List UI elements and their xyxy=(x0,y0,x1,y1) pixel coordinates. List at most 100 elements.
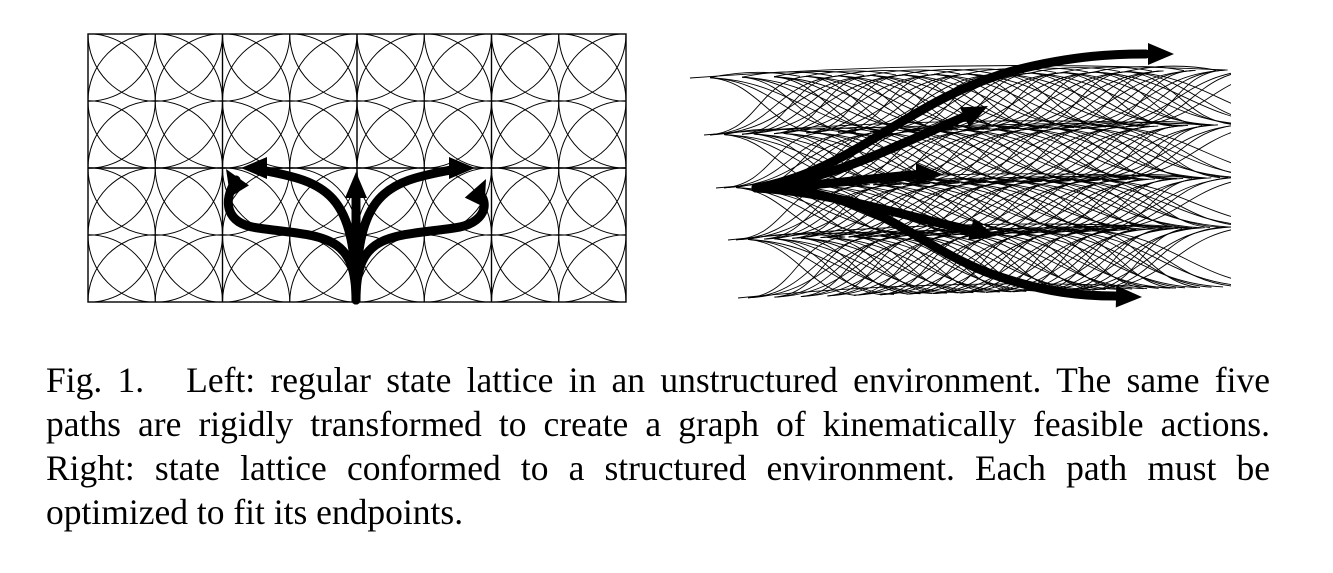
lattice-edge xyxy=(962,129,1147,180)
lattice-edge xyxy=(853,232,986,296)
lattice-edge xyxy=(932,130,1117,181)
lattice-edge xyxy=(1093,70,1192,128)
lattice-edge xyxy=(764,184,862,240)
lattice-edge xyxy=(800,235,899,298)
arrowhead xyxy=(241,157,267,179)
lattice-edge xyxy=(1073,180,1231,224)
lattice-edge xyxy=(880,233,978,296)
regular-lattice-diagram xyxy=(87,33,627,305)
arrowhead xyxy=(916,163,942,185)
lattice-edge xyxy=(774,234,906,298)
lattice-edge xyxy=(1065,227,1197,291)
lattice-arc xyxy=(558,234,626,302)
lattice-edge xyxy=(1038,225,1130,233)
arrowhead xyxy=(959,106,988,128)
lattice-edge xyxy=(753,128,844,135)
lattice-edge xyxy=(827,236,936,294)
lattice-edge xyxy=(843,131,952,184)
lattice-arc xyxy=(356,34,492,102)
lattice-edge xyxy=(959,230,1092,294)
lattice-edge xyxy=(986,229,1118,293)
lattice-edge xyxy=(1017,175,1108,183)
lattice-edge xyxy=(959,229,1126,294)
lattice-edge xyxy=(741,71,833,78)
lattice-edge xyxy=(1082,121,1173,128)
arrowhead xyxy=(968,218,996,241)
lattice-edge xyxy=(1101,179,1231,225)
lattice-edge xyxy=(747,239,857,296)
lattice-edge xyxy=(986,232,1133,290)
lattice-edge xyxy=(1111,126,1221,179)
lattice-edge xyxy=(1091,230,1231,287)
lattice-edge xyxy=(1045,180,1192,229)
lattice-edge xyxy=(962,124,1053,131)
lattice-edge xyxy=(989,181,1174,229)
lattice-edge xyxy=(1091,226,1224,291)
path-arrowheads xyxy=(226,157,486,208)
lattice-edge xyxy=(853,230,944,238)
lattice-edge xyxy=(1101,177,1231,231)
lattice-edge xyxy=(992,128,1139,180)
lattice-edge xyxy=(1125,69,1224,128)
lattice-edge xyxy=(800,232,891,239)
lattice-edge xyxy=(1091,230,1201,288)
lattice-edge xyxy=(1012,232,1121,290)
lattice-edge xyxy=(1029,70,1196,130)
lattice-edge xyxy=(880,235,989,293)
lattice-edge xyxy=(1073,177,1231,232)
lattice-edge xyxy=(805,70,897,77)
lattice-edge xyxy=(1125,65,1217,72)
lattice-edge xyxy=(932,130,1041,182)
lattice-edge xyxy=(1039,231,1148,290)
lattice-edge xyxy=(800,237,947,294)
lattice-edge xyxy=(1125,71,1231,104)
lattice-edge xyxy=(1029,67,1121,74)
lattice-arc xyxy=(88,34,223,102)
lattice-edge xyxy=(933,183,1080,232)
caption-text: Left: regular state lattice in an unstru… xyxy=(46,360,1270,532)
lattice-edge xyxy=(709,71,801,79)
lattice-edge xyxy=(1052,122,1143,129)
lattice-edge xyxy=(1073,174,1164,182)
lattice-edge xyxy=(773,70,865,78)
arrowhead xyxy=(226,169,249,197)
lattice-edge xyxy=(1111,121,1203,128)
lattice-edge xyxy=(1082,127,1231,173)
lattice-edge xyxy=(1093,66,1185,73)
lattice-edge xyxy=(1091,229,1231,291)
lattice-edge xyxy=(1045,175,1136,182)
lattice-edge xyxy=(933,71,1100,131)
lattice-edge xyxy=(774,232,865,240)
lattice-edge xyxy=(1061,66,1153,73)
lattice-edge xyxy=(1073,180,1182,229)
lattice-edge xyxy=(1065,228,1163,291)
lattice-edge xyxy=(1012,226,1103,234)
lattice-edge xyxy=(933,230,1065,294)
lattice-edge xyxy=(800,237,909,295)
lattice-edge xyxy=(904,178,996,185)
lattice-arc xyxy=(222,34,358,102)
lattice-edge xyxy=(827,236,974,294)
lattice-edge xyxy=(959,233,1106,291)
lattice-edge xyxy=(1061,70,1194,129)
lattice-edge xyxy=(735,187,845,238)
lattice-arc xyxy=(491,34,626,102)
lattice-edge xyxy=(1073,180,1220,228)
lattice-edge xyxy=(1022,128,1169,180)
lattice-edge xyxy=(1125,73,1231,128)
lattice-edge xyxy=(933,231,1031,294)
arrowhead xyxy=(345,172,367,198)
lattice-edge xyxy=(1111,125,1231,181)
highlighted-path xyxy=(751,183,1121,301)
lattice-edge xyxy=(965,70,1132,131)
lattice-edge xyxy=(1065,226,1231,291)
lattice-edge xyxy=(1111,132,1231,181)
highlighted-path xyxy=(751,49,1151,193)
lattice-edge xyxy=(1125,71,1231,125)
figure-label: Fig. 1. xyxy=(46,360,145,400)
lattice-edge xyxy=(1061,69,1228,129)
lattice-edge xyxy=(1082,127,1229,178)
lattice-edge xyxy=(1065,230,1212,288)
lattice-arc xyxy=(558,34,626,169)
lattice-edge xyxy=(992,123,1083,130)
